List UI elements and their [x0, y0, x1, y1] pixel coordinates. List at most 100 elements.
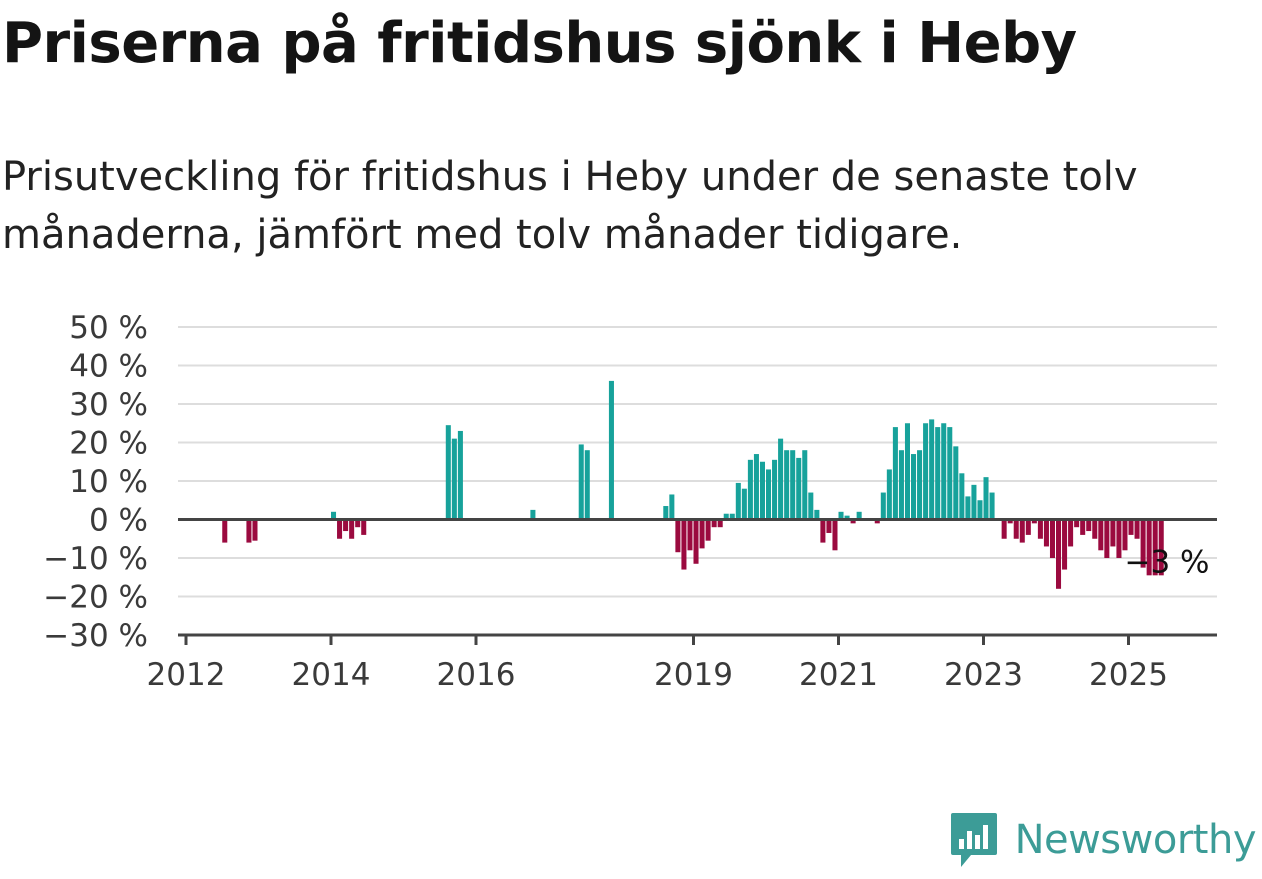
x-tick-label: 2021 — [799, 657, 878, 693]
bar — [898, 450, 904, 520]
y-tick-label: 40 % — [69, 349, 148, 385]
x-tick-label: 2025 — [1089, 657, 1168, 693]
y-tick-label: 50 % — [69, 310, 148, 346]
bar — [826, 519, 832, 533]
bar — [1043, 519, 1049, 547]
bar — [772, 459, 778, 520]
bar — [669, 494, 675, 520]
bar — [699, 519, 705, 549]
bar — [892, 427, 898, 520]
newsworthy-logo-icon — [950, 813, 997, 867]
bar — [735, 482, 741, 520]
bar — [1007, 519, 1013, 524]
bar — [1019, 519, 1025, 543]
bar-chart: 50 %40 %30 %20 %10 %0 %−10 %−20 %−30 % 2… — [43, 310, 1217, 693]
bar — [717, 519, 723, 528]
bar — [1001, 519, 1007, 539]
bar — [705, 519, 711, 541]
bar — [983, 477, 989, 520]
bar — [796, 457, 802, 520]
bar — [343, 519, 349, 532]
y-tick-label: −20 % — [43, 580, 148, 616]
y-tick-label: 0 % — [89, 503, 148, 539]
bar — [784, 450, 790, 520]
x-tick-label: 2023 — [944, 657, 1023, 693]
bar — [723, 513, 729, 520]
bar — [711, 519, 717, 528]
bar — [1031, 519, 1037, 524]
bar — [935, 427, 941, 520]
bar — [1128, 519, 1134, 535]
bar — [337, 519, 343, 539]
bar — [729, 513, 735, 520]
bar — [1158, 519, 1164, 576]
bar — [608, 380, 614, 520]
bar — [832, 519, 838, 551]
bar — [687, 519, 693, 551]
bar — [1037, 519, 1043, 539]
bar — [1152, 519, 1158, 576]
bar — [886, 469, 892, 520]
bar — [965, 496, 971, 520]
bar — [917, 450, 923, 520]
chart-title: Priserna på fritidshus sjönk i Heby — [2, 11, 1077, 76]
bar — [766, 469, 772, 520]
y-tick-label: 20 % — [69, 426, 148, 462]
chart-subtitle: Prisutveckling för fritidshus i Heby und… — [2, 154, 1138, 258]
y-tick-label: 10 % — [69, 464, 148, 500]
bar — [971, 484, 977, 520]
bar — [1116, 519, 1122, 558]
bar — [977, 500, 983, 520]
bar — [747, 459, 753, 520]
brand-name: Newsworthy — [1014, 817, 1257, 863]
bar — [1140, 519, 1146, 568]
bar — [1062, 519, 1068, 570]
bar — [1025, 519, 1031, 535]
bar — [445, 425, 451, 520]
bar — [1056, 519, 1062, 589]
bar — [246, 519, 252, 543]
y-tick-label: −30 % — [43, 618, 148, 654]
bar — [844, 515, 850, 520]
x-tick-label: 2012 — [147, 657, 226, 693]
bar — [1013, 519, 1019, 539]
bar — [355, 519, 361, 528]
bar — [361, 519, 367, 535]
bar — [1074, 519, 1080, 528]
bar — [1104, 519, 1110, 558]
bar — [349, 519, 355, 539]
bar — [820, 519, 826, 543]
bar — [1068, 519, 1074, 547]
bar — [953, 446, 959, 520]
bar — [759, 461, 765, 520]
x-tick-label: 2016 — [437, 657, 516, 693]
x-tick-labels: 2012 2014 2016 2019 2021 2023 2025 — [147, 657, 1168, 693]
y-tick-labels: 50 %40 %30 %20 %10 %0 %−10 %−20 %−30 % — [43, 310, 148, 654]
bar — [959, 473, 965, 520]
bar — [1146, 519, 1152, 576]
last-value-label: −3 % — [1125, 544, 1210, 580]
bar — [222, 519, 228, 543]
bar — [874, 519, 880, 524]
bars — [222, 380, 1164, 589]
bar — [850, 519, 856, 524]
bar — [331, 511, 337, 520]
bar — [1049, 519, 1055, 558]
bar — [802, 450, 808, 520]
bar — [1110, 519, 1116, 547]
bar — [584, 450, 590, 520]
bar — [923, 423, 929, 520]
bar — [904, 423, 910, 520]
bar — [880, 492, 886, 520]
bar — [252, 519, 258, 541]
bar — [1092, 519, 1098, 539]
bar — [1086, 519, 1092, 532]
bar — [1098, 519, 1104, 551]
bar — [693, 519, 699, 564]
bar — [1080, 519, 1086, 535]
bar — [1122, 519, 1128, 551]
bar — [753, 454, 759, 520]
bar — [790, 450, 796, 520]
bar — [838, 511, 844, 520]
bar — [947, 427, 953, 520]
